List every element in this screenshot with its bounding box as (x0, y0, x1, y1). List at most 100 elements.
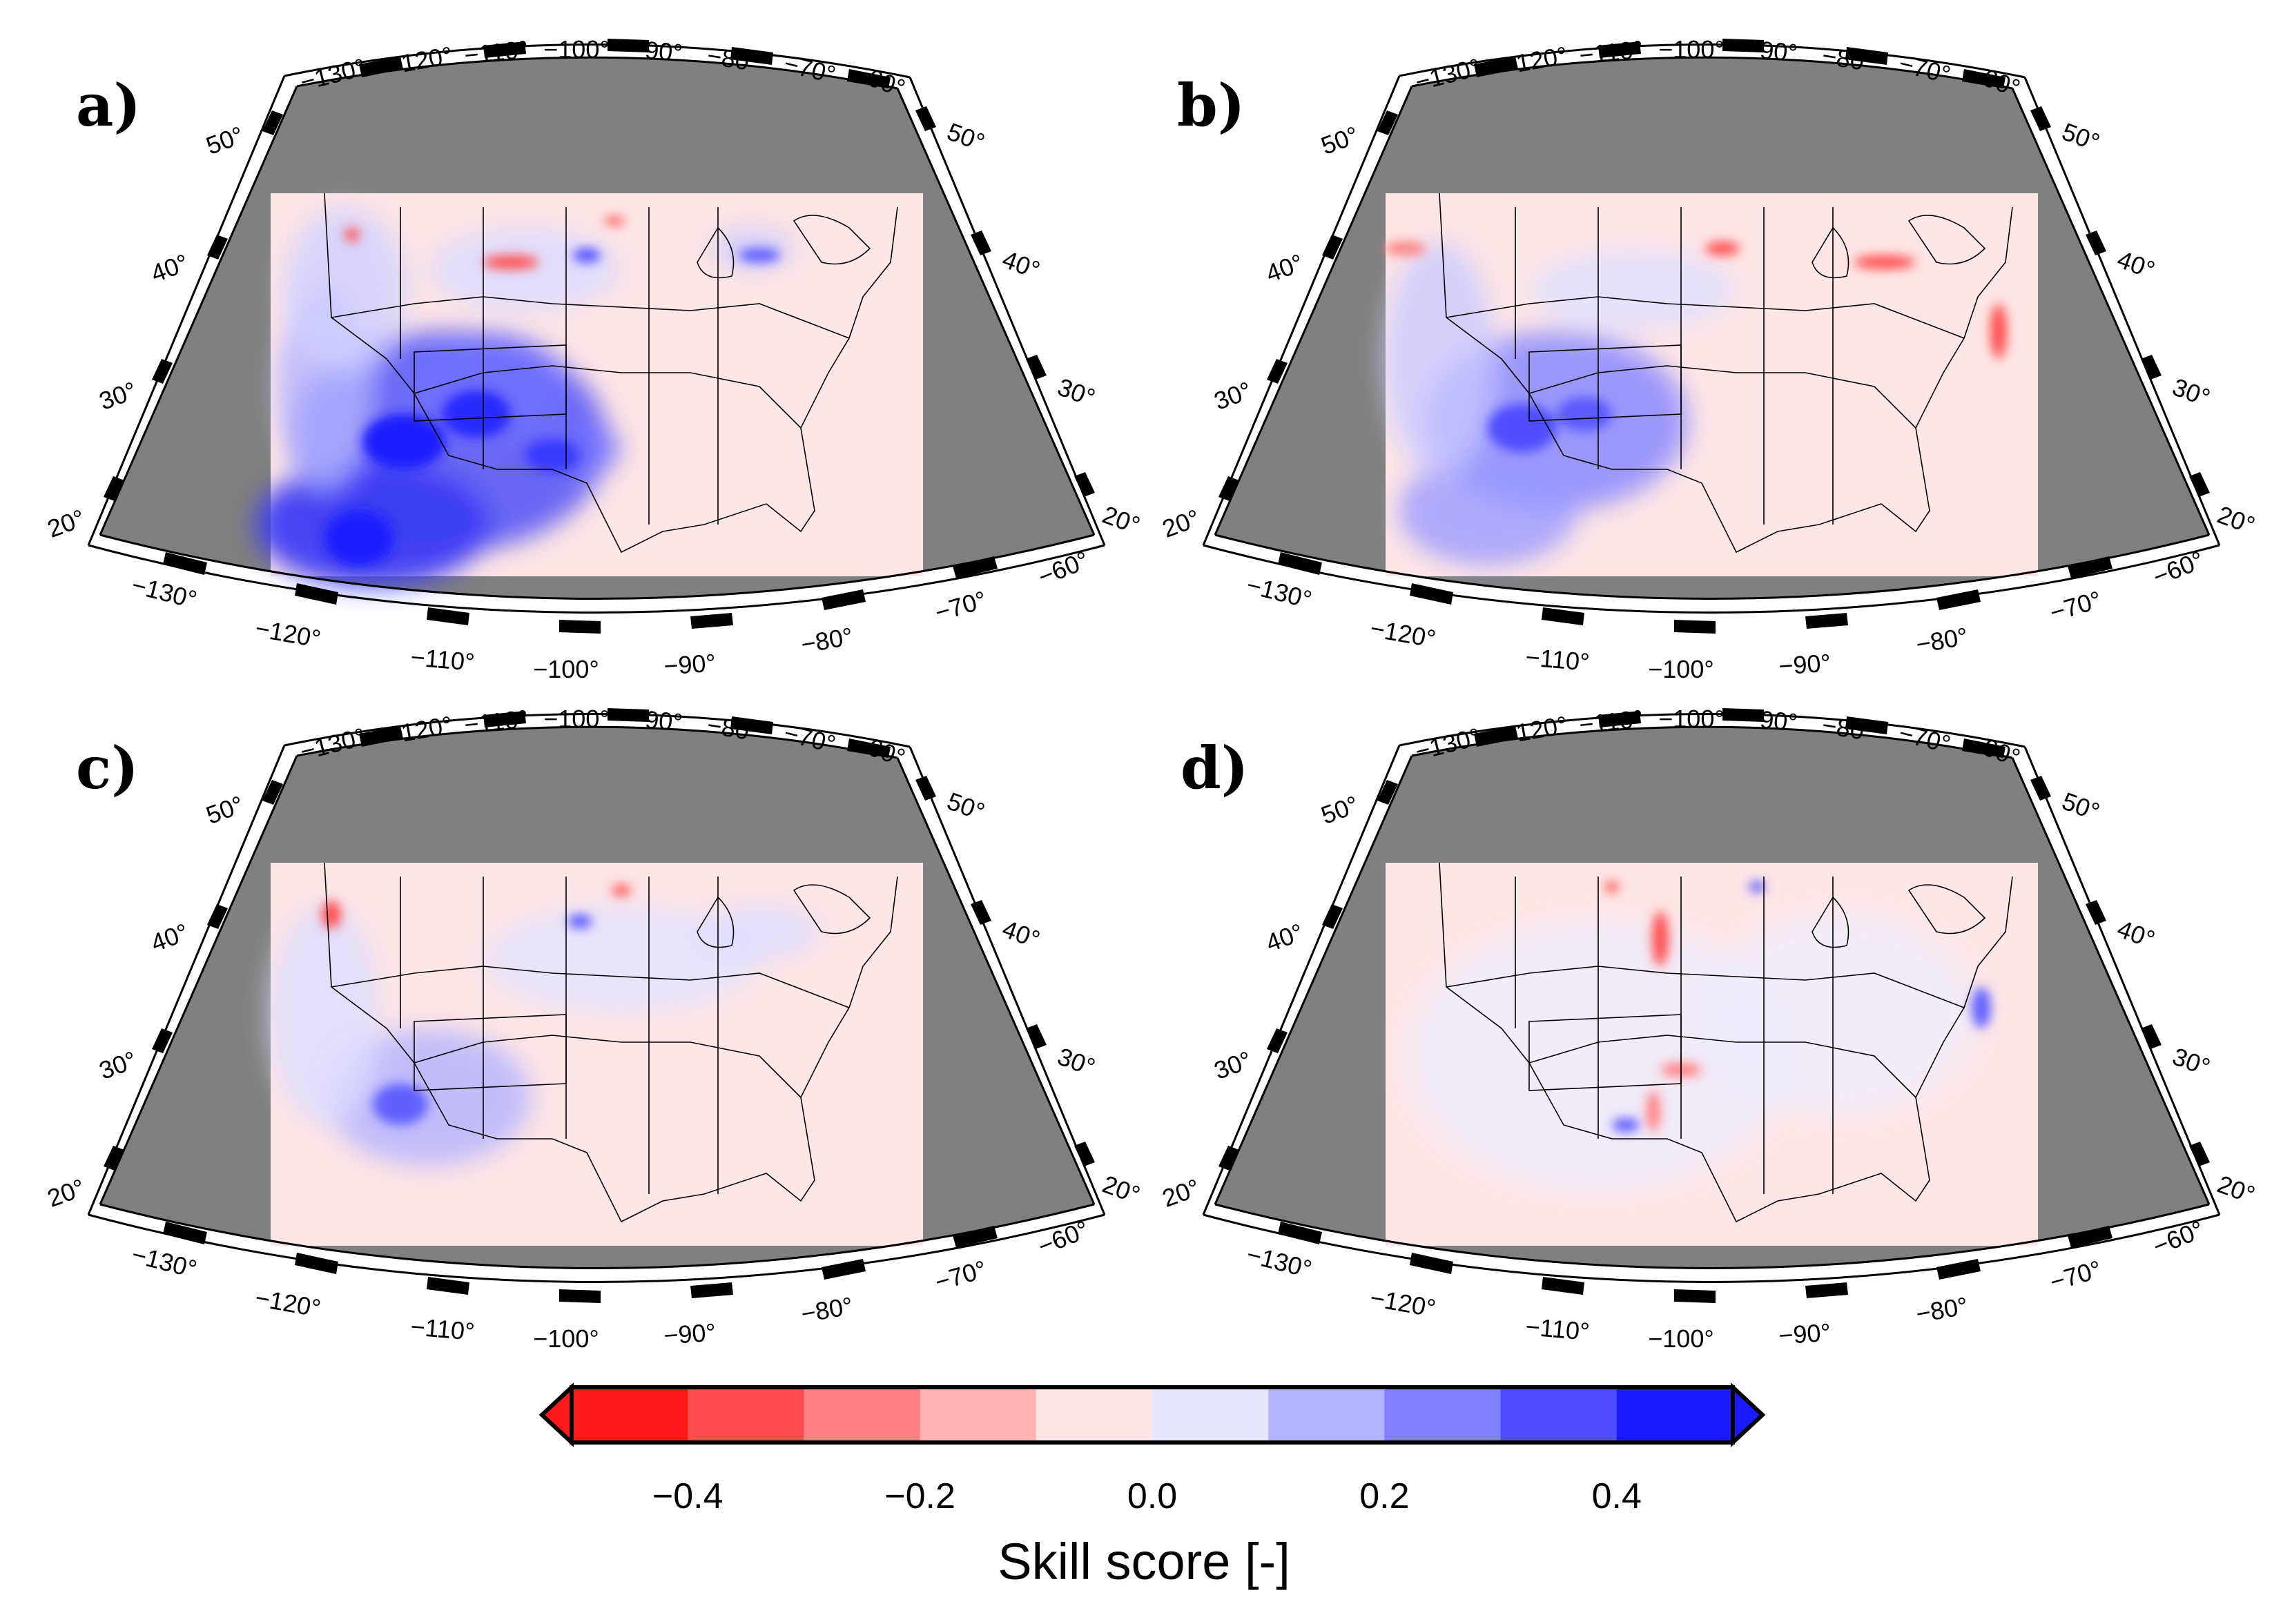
colorbar-tick-label: 0.0 (1127, 1476, 1177, 1516)
latitude-label-left: 30° (95, 1046, 140, 1085)
longitude-label-bottom: −80° (1914, 1291, 1970, 1328)
colorbar-bin (1500, 1387, 1618, 1442)
longitude-label-bottom: −70° (932, 585, 990, 627)
colorbar-tick-label: 0.4 (1592, 1476, 1642, 1516)
latitude-label-right: 50° (2059, 117, 2104, 157)
colorbar-bin (688, 1387, 804, 1442)
frame-tick-blocks (1218, 39, 2210, 634)
longitude-label-top: −100° (543, 35, 609, 63)
colorbar-tick-label: −0.4 (652, 1476, 723, 1516)
longitude-label-bottom: −130° (129, 570, 200, 614)
state-borders (324, 193, 898, 554)
longitude-label-top: −90° (630, 704, 684, 736)
latitude-label-left: 50° (1317, 121, 1362, 160)
longitude-label-bottom: −120° (1368, 1283, 1438, 1322)
longitude-label-top: −110° (463, 35, 530, 69)
longitude-label-bottom: −130° (1244, 1240, 1315, 1283)
frame-tick-blocks (104, 39, 1095, 634)
longitude-label-bottom: −130° (129, 1240, 200, 1283)
colorbar-bin (1268, 1387, 1385, 1442)
latitude-label-right: 40° (2114, 245, 2159, 284)
colorbar-bin (1616, 1387, 1733, 1442)
latitude-label-right: 50° (944, 117, 989, 157)
longitude-label-top: −100° (1658, 35, 1724, 63)
latitude-label-left: 50° (202, 790, 247, 830)
longitude-label-bottom: −90° (1778, 648, 1832, 680)
latitude-label-left: 40° (147, 248, 192, 288)
colorbar-bin (572, 1387, 688, 1442)
colorbar-extend-right (1731, 1382, 1766, 1447)
colorbar-bin (1384, 1387, 1502, 1442)
map-panel-d: d) (1181, 708, 2221, 1303)
colorbar-bin (920, 1387, 1037, 1442)
longitude-label-bottom: −110° (1524, 1312, 1591, 1346)
longitude-label-top: −90° (1745, 35, 1799, 67)
frame-ticks (1202, 43, 2221, 614)
longitude-label-bottom: −80° (799, 622, 855, 658)
latitude-label-right: 20° (1099, 500, 1144, 540)
longitude-label-top: −90° (1745, 704, 1799, 736)
latitude-label-left: 20° (43, 504, 88, 543)
latitude-label-left: 40° (1262, 918, 1307, 957)
longitude-label-bottom: −70° (932, 1255, 990, 1296)
colorbar-title: Skill score [-] (998, 1533, 1290, 1590)
map-panel-b: b) (1177, 39, 2221, 634)
latitude-label-right: 50° (2059, 787, 2104, 826)
latitude-label-left: 30° (1210, 1046, 1255, 1085)
colorbar-tick-label: −0.2 (884, 1476, 955, 1516)
latitude-label-left: 50° (1317, 790, 1362, 830)
latitude-label-right: 40° (999, 245, 1044, 284)
colorbar-bin (804, 1387, 921, 1442)
latitude-label-right: 50° (944, 787, 989, 826)
panel-label: d) (1181, 734, 1248, 802)
latitude-label-right: 20° (1099, 1170, 1144, 1209)
longitude-label-top: −110° (1577, 35, 1644, 69)
latitude-label-right: 20° (2214, 1170, 2259, 1209)
colorbar-bin (1036, 1387, 1153, 1442)
colorbar-bin (1152, 1387, 1269, 1442)
longitude-label-bottom: −100° (1648, 655, 1713, 683)
longitude-label-bottom: −130° (1244, 570, 1315, 614)
latitude-label-left: 20° (1158, 1173, 1203, 1213)
longitude-label-top: −100° (543, 705, 609, 733)
panel-label: a) (76, 71, 141, 139)
skill-field (269, 904, 822, 1166)
longitude-label-bottom: −60° (1034, 545, 1093, 591)
latitude-label-left: 30° (95, 376, 140, 415)
panel-label: b) (1177, 71, 1245, 139)
longitude-label-bottom: −90° (663, 1318, 717, 1349)
colorbar-frame (570, 1385, 1735, 1445)
map-panel-a: a) (76, 39, 1106, 634)
longitude-label-bottom: −90° (1778, 1318, 1832, 1349)
longitude-label-bottom: −110° (1524, 643, 1591, 676)
latitude-label-left: 20° (1158, 504, 1203, 543)
skill-field (1384, 242, 1736, 566)
latitude-label-left: 40° (147, 918, 192, 957)
latitude-label-right: 40° (999, 914, 1044, 954)
longitude-label-bottom: −90° (663, 648, 717, 680)
state-borders (324, 862, 898, 1223)
longitude-label-bottom: −70° (2047, 1255, 2105, 1296)
colorbar: −0.4 −0.2 0.0 0.2 0.4 Skill score [-] (538, 1382, 1766, 1590)
latitude-label-right: 40° (2114, 914, 2159, 954)
state-borders (1439, 193, 2013, 554)
latitude-label-right: 30° (2169, 1042, 2214, 1082)
longitude-label-bottom: −70° (2047, 585, 2105, 627)
latitude-label-left: 40° (1262, 248, 1307, 288)
longitude-label-bottom: −120° (1368, 614, 1438, 653)
longitude-label-bottom: −60° (1034, 1215, 1093, 1260)
map-panel-c: c) (76, 708, 1106, 1303)
latitude-label-left: 20° (43, 1173, 88, 1213)
longitude-label-top: −90° (630, 35, 684, 67)
longitude-label-bottom: −100° (533, 655, 599, 683)
colorbar-tick-label: 0.2 (1359, 1476, 1409, 1516)
longitude-label-bottom: −120° (253, 614, 323, 653)
latitude-label-right: 30° (2169, 373, 2214, 412)
longitude-label-top: −110° (1577, 704, 1644, 738)
frame-tick-blocks (104, 708, 1095, 1303)
longitude-label-bottom: −110° (409, 1312, 476, 1346)
longitude-label-bottom: −80° (799, 1291, 855, 1328)
longitude-label-bottom: −60° (2149, 545, 2208, 591)
latitude-label-right: 30° (1054, 373, 1099, 412)
